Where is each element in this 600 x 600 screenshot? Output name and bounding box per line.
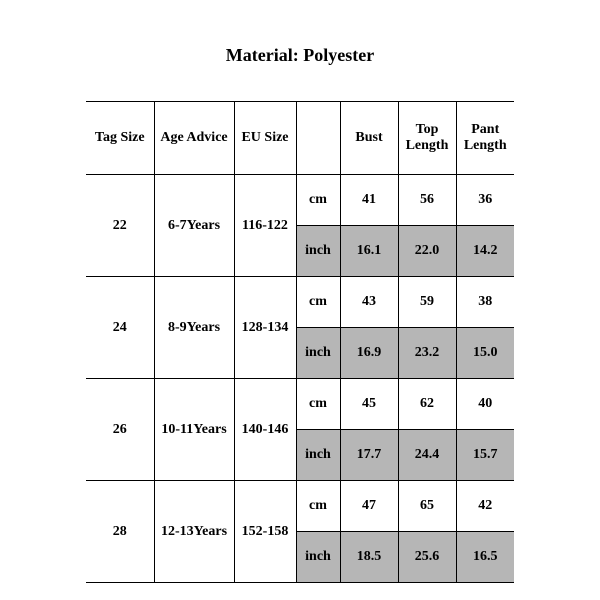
col-header-age-advice: Age Advice [154, 102, 234, 175]
cell-eu-size: 140-146 [234, 379, 296, 481]
cell-bust: 16.1 [340, 226, 398, 277]
table-row: 28 12-13Years 152-158 cm 47 65 42 [86, 481, 514, 532]
cell-pant-length: 42 [456, 481, 514, 532]
cell-bust: 41 [340, 175, 398, 226]
table-row: 24 8-9Years 128-134 cm 43 59 38 [86, 277, 514, 328]
cell-bust: 47 [340, 481, 398, 532]
table-header-row: Tag Size Age Advice EU Size Bust Top Len… [86, 102, 514, 175]
cell-eu-size: 152-158 [234, 481, 296, 583]
col-header-bust: Bust [340, 102, 398, 175]
cell-top-length: 62 [398, 379, 456, 430]
cell-eu-size: 128-134 [234, 277, 296, 379]
size-table: Tag Size Age Advice EU Size Bust Top Len… [86, 101, 514, 583]
cell-tag-size: 22 [86, 175, 154, 277]
cell-unit-inch: inch [296, 532, 340, 583]
cell-top-length: 56 [398, 175, 456, 226]
cell-unit-cm: cm [296, 379, 340, 430]
cell-pant-length: 15.7 [456, 430, 514, 481]
cell-unit-cm: cm [296, 481, 340, 532]
cell-top-length: 22.0 [398, 226, 456, 277]
cell-top-length: 65 [398, 481, 456, 532]
cell-pant-length: 36 [456, 175, 514, 226]
cell-unit-cm: cm [296, 277, 340, 328]
col-header-unit [296, 102, 340, 175]
cell-tag-size: 28 [86, 481, 154, 583]
cell-pant-length: 15.0 [456, 328, 514, 379]
cell-unit-inch: inch [296, 430, 340, 481]
cell-bust: 45 [340, 379, 398, 430]
cell-top-length: 24.4 [398, 430, 456, 481]
cell-pant-length: 16.5 [456, 532, 514, 583]
cell-unit-cm: cm [296, 175, 340, 226]
cell-age-advice: 8-9Years [154, 277, 234, 379]
cell-tag-size: 24 [86, 277, 154, 379]
cell-tag-size: 26 [86, 379, 154, 481]
cell-unit-inch: inch [296, 328, 340, 379]
cell-top-length: 25.6 [398, 532, 456, 583]
col-header-eu-size: EU Size [234, 102, 296, 175]
col-header-pant-length: Pant Length [456, 102, 514, 175]
table-row: 22 6-7Years 116-122 cm 41 56 36 [86, 175, 514, 226]
page: Material: Polyester Tag Size Age Advice … [0, 0, 600, 600]
cell-bust: 17.7 [340, 430, 398, 481]
page-title: Material: Polyester [0, 45, 600, 66]
cell-pant-length: 40 [456, 379, 514, 430]
cell-age-advice: 6-7Years [154, 175, 234, 277]
table-row: 26 10-11Years 140-146 cm 45 62 40 [86, 379, 514, 430]
col-header-top-length: Top Length [398, 102, 456, 175]
cell-age-advice: 12-13Years [154, 481, 234, 583]
cell-bust: 43 [340, 277, 398, 328]
cell-age-advice: 10-11Years [154, 379, 234, 481]
col-header-tag-size: Tag Size [86, 102, 154, 175]
cell-top-length: 23.2 [398, 328, 456, 379]
cell-bust: 18.5 [340, 532, 398, 583]
cell-bust: 16.9 [340, 328, 398, 379]
cell-pant-length: 38 [456, 277, 514, 328]
cell-eu-size: 116-122 [234, 175, 296, 277]
cell-pant-length: 14.2 [456, 226, 514, 277]
cell-unit-inch: inch [296, 226, 340, 277]
cell-top-length: 59 [398, 277, 456, 328]
